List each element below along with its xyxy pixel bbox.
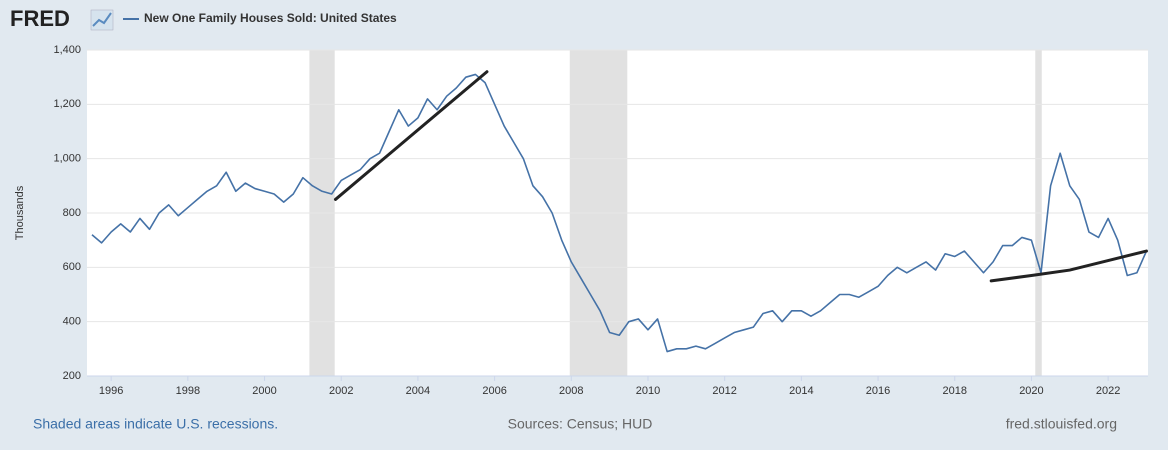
footer-url: fred.stlouisfed.org [1006,416,1117,432]
x-tick-label: 2016 [866,385,890,397]
x-tick-label: 1996 [99,385,123,397]
x-tick-label: 1998 [176,385,200,397]
logo: FRED [10,6,70,31]
x-tick-label: 2010 [636,385,660,397]
y-tick-label: 200 [63,370,81,382]
trend-line [333,70,489,201]
x-tick-label: 2020 [1019,385,1043,397]
y-tick-label: 800 [63,207,81,219]
x-tick-label: 2012 [712,385,736,397]
y-tick-label: 1,200 [53,98,81,110]
x-tick-label: 2000 [252,385,276,397]
y-tick-label: 1,400 [53,44,81,56]
x-tick-label: 2002 [329,385,353,397]
y-tick-label: 1,000 [53,153,81,165]
x-tick-label: 2022 [1096,385,1120,397]
logo-icon [90,9,114,31]
y-tick-label: 600 [63,261,81,273]
footer-note: Shaded areas indicate U.S. recessions. [33,416,278,432]
y-tick-label: 400 [63,316,81,328]
data-line [91,73,1148,353]
footer-sources: Sources: Census; HUD [508,416,653,432]
x-tick-label: 2006 [482,385,506,397]
x-tick-label: 2018 [943,385,967,397]
x-tick-label: 2004 [406,385,430,397]
x-tick-label: 2008 [559,385,583,397]
y-axis-label: Thousands [14,185,26,240]
trend-line [989,249,1148,283]
x-tick-label: 2014 [789,385,813,397]
legend-label: New One Family Houses Sold: United State… [144,11,397,25]
